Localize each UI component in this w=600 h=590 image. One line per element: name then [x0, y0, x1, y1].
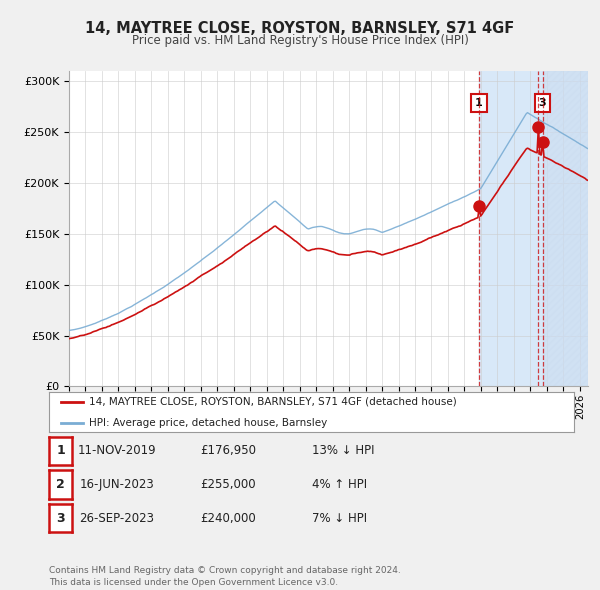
Text: £240,000: £240,000 — [200, 512, 256, 525]
Text: 26-SEP-2023: 26-SEP-2023 — [79, 512, 155, 525]
Text: 3: 3 — [539, 99, 547, 109]
Text: 3: 3 — [56, 512, 65, 525]
Bar — [542, 71, 588, 386]
Text: £176,950: £176,950 — [200, 444, 256, 457]
Text: Price paid vs. HM Land Registry's House Price Index (HPI): Price paid vs. HM Land Registry's House … — [131, 34, 469, 47]
Text: 1: 1 — [56, 444, 65, 457]
Text: 11-NOV-2019: 11-NOV-2019 — [77, 444, 157, 457]
Bar — [479, 71, 588, 386]
Text: Contains HM Land Registry data © Crown copyright and database right 2024.
This d: Contains HM Land Registry data © Crown c… — [49, 566, 401, 587]
Text: 16-JUN-2023: 16-JUN-2023 — [80, 478, 154, 491]
Text: 14, MAYTREE CLOSE, ROYSTON, BARNSLEY, S71 4GF (detached house): 14, MAYTREE CLOSE, ROYSTON, BARNSLEY, S7… — [89, 397, 456, 407]
Text: 14, MAYTREE CLOSE, ROYSTON, BARNSLEY, S71 4GF: 14, MAYTREE CLOSE, ROYSTON, BARNSLEY, S7… — [85, 21, 515, 35]
Text: £255,000: £255,000 — [200, 478, 256, 491]
Text: 1: 1 — [475, 99, 482, 109]
Text: 13% ↓ HPI: 13% ↓ HPI — [312, 444, 374, 457]
Text: 2: 2 — [56, 478, 65, 491]
Text: HPI: Average price, detached house, Barnsley: HPI: Average price, detached house, Barn… — [89, 418, 327, 428]
Text: 7% ↓ HPI: 7% ↓ HPI — [312, 512, 367, 525]
Text: 4% ↑ HPI: 4% ↑ HPI — [312, 478, 367, 491]
